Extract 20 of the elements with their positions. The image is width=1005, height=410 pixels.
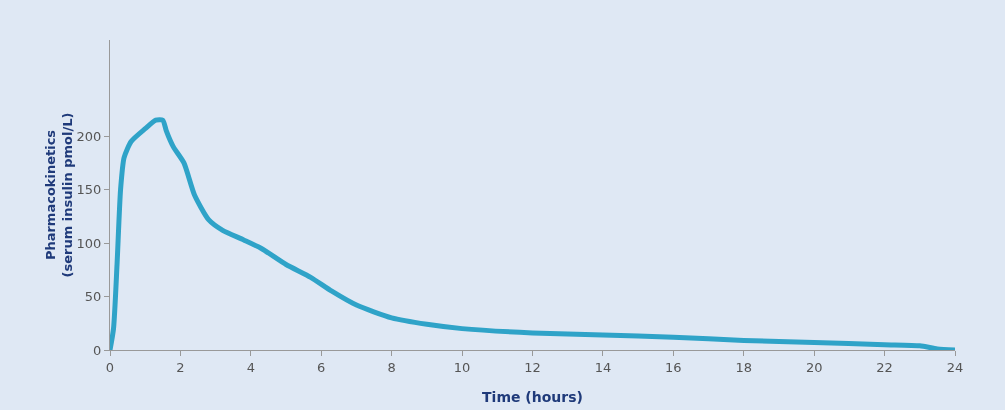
x-tick-label: 24 [946,359,964,375]
y-tick-label: 100 [76,235,102,251]
x-tick-label: 0 [105,359,115,375]
x-tick-label: 18 [735,359,753,375]
y-tick-label: 200 [76,128,102,144]
x-tick-label: 14 [594,359,612,375]
x-tick-label: 20 [805,359,823,375]
x-tick-label: 22 [876,359,893,375]
x-tick-label: 10 [453,359,471,375]
x-tick-label: 4 [246,359,255,375]
y-tick-label: 0 [93,342,102,358]
x-tick-label: 8 [387,359,396,375]
x-tick-label: 16 [665,359,682,375]
y-tick-label: 50 [84,289,102,305]
x-tick-label: 2 [176,359,185,375]
y-axis-title: Pharmacokinetics (serum insulin pmol/L) [42,112,75,278]
x-tick-label: 6 [317,359,326,375]
y-tick-label: 150 [76,182,102,198]
x-axis-title: Time (hours) [482,389,583,405]
x-tick-label: 12 [524,359,541,375]
